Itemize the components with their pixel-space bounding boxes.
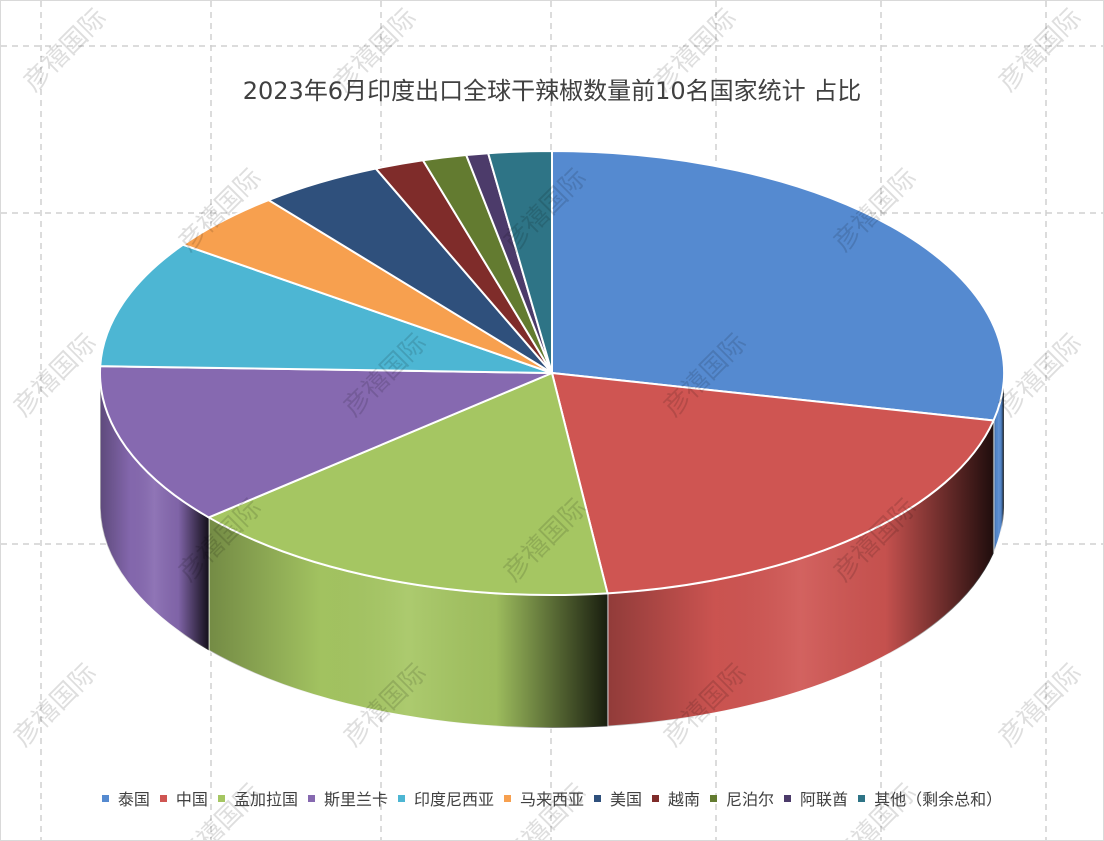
pie-slice-4 (99, 243, 553, 374)
pie-side-shade-3 (100, 373, 209, 651)
watermark-text: 彦禧国际 (993, 658, 1088, 753)
pie-slice-0 (551, 149, 1005, 422)
pie-slices (99, 149, 1005, 596)
pie-side-shade-1 (607, 420, 994, 727)
legend-label: 阿联酋 (800, 790, 849, 809)
legend-swatch (858, 794, 866, 802)
legend-label: 马来西亚 (519, 790, 584, 809)
legend-swatch (217, 794, 225, 802)
pie-slice-10 (486, 149, 553, 374)
legend-item: 马来西亚 (503, 786, 584, 810)
legend-label: 其他（剩余总和） (874, 790, 1003, 809)
pie-slice-1 (550, 371, 996, 595)
chart-legend: 泰国 中国 孟加拉国 斯里兰卡 印度尼西亚 马来西亚 美国 越南 尼泊尔 阿联酋 其他（剩余总和） (1, 786, 1103, 810)
legend-item: 尼泊尔 (710, 786, 774, 810)
legend-label: 中国 (175, 790, 208, 809)
legend-swatch (159, 794, 167, 802)
legend-item: 阿联酋 (784, 786, 848, 810)
legend-label: 孟加拉国 (233, 790, 298, 809)
pie-side-shade-2 (208, 517, 608, 728)
legend-swatch (101, 794, 109, 802)
legend-label: 尼泊尔 (726, 790, 775, 809)
legend-item: 斯里兰卡 (307, 786, 388, 810)
pie-side-shade-0 (993, 373, 1004, 554)
legend-item: 印度尼西亚 (397, 786, 494, 810)
legend-swatch (503, 794, 511, 802)
legend-item: 越南 (652, 786, 700, 810)
pie-slice-2 (206, 371, 609, 596)
legend-swatch (652, 794, 660, 802)
watermark-text: 彦禧国际 (8, 658, 103, 753)
legend-item: 美国 (594, 786, 642, 810)
legend-item: 中国 (159, 786, 208, 810)
legend-swatch (397, 794, 405, 802)
legend-label: 泰国 (117, 790, 150, 809)
legend-swatch (784, 794, 792, 802)
watermark-text: 彦禧国际 (993, 328, 1088, 423)
legend-label: 印度尼西亚 (413, 790, 494, 809)
legend-item: 其他（剩余总和） (858, 786, 1002, 810)
legend-swatch (710, 794, 718, 802)
legend-item: 泰国 (101, 786, 150, 810)
pie-slice-3 (99, 365, 553, 519)
chart-title: 2023年6月印度出口全球干辣椒数量前10名国家统计 占比 (242, 77, 862, 105)
watermark-text: 彦禧国际 (8, 328, 103, 423)
legend-swatch (594, 794, 601, 802)
legend-label: 越南 (668, 790, 701, 809)
legend-label: 斯里兰卡 (323, 790, 388, 809)
legend-label: 美国 (610, 790, 643, 809)
legend-item: 孟加拉国 (217, 786, 298, 810)
legend-swatch (307, 794, 315, 802)
